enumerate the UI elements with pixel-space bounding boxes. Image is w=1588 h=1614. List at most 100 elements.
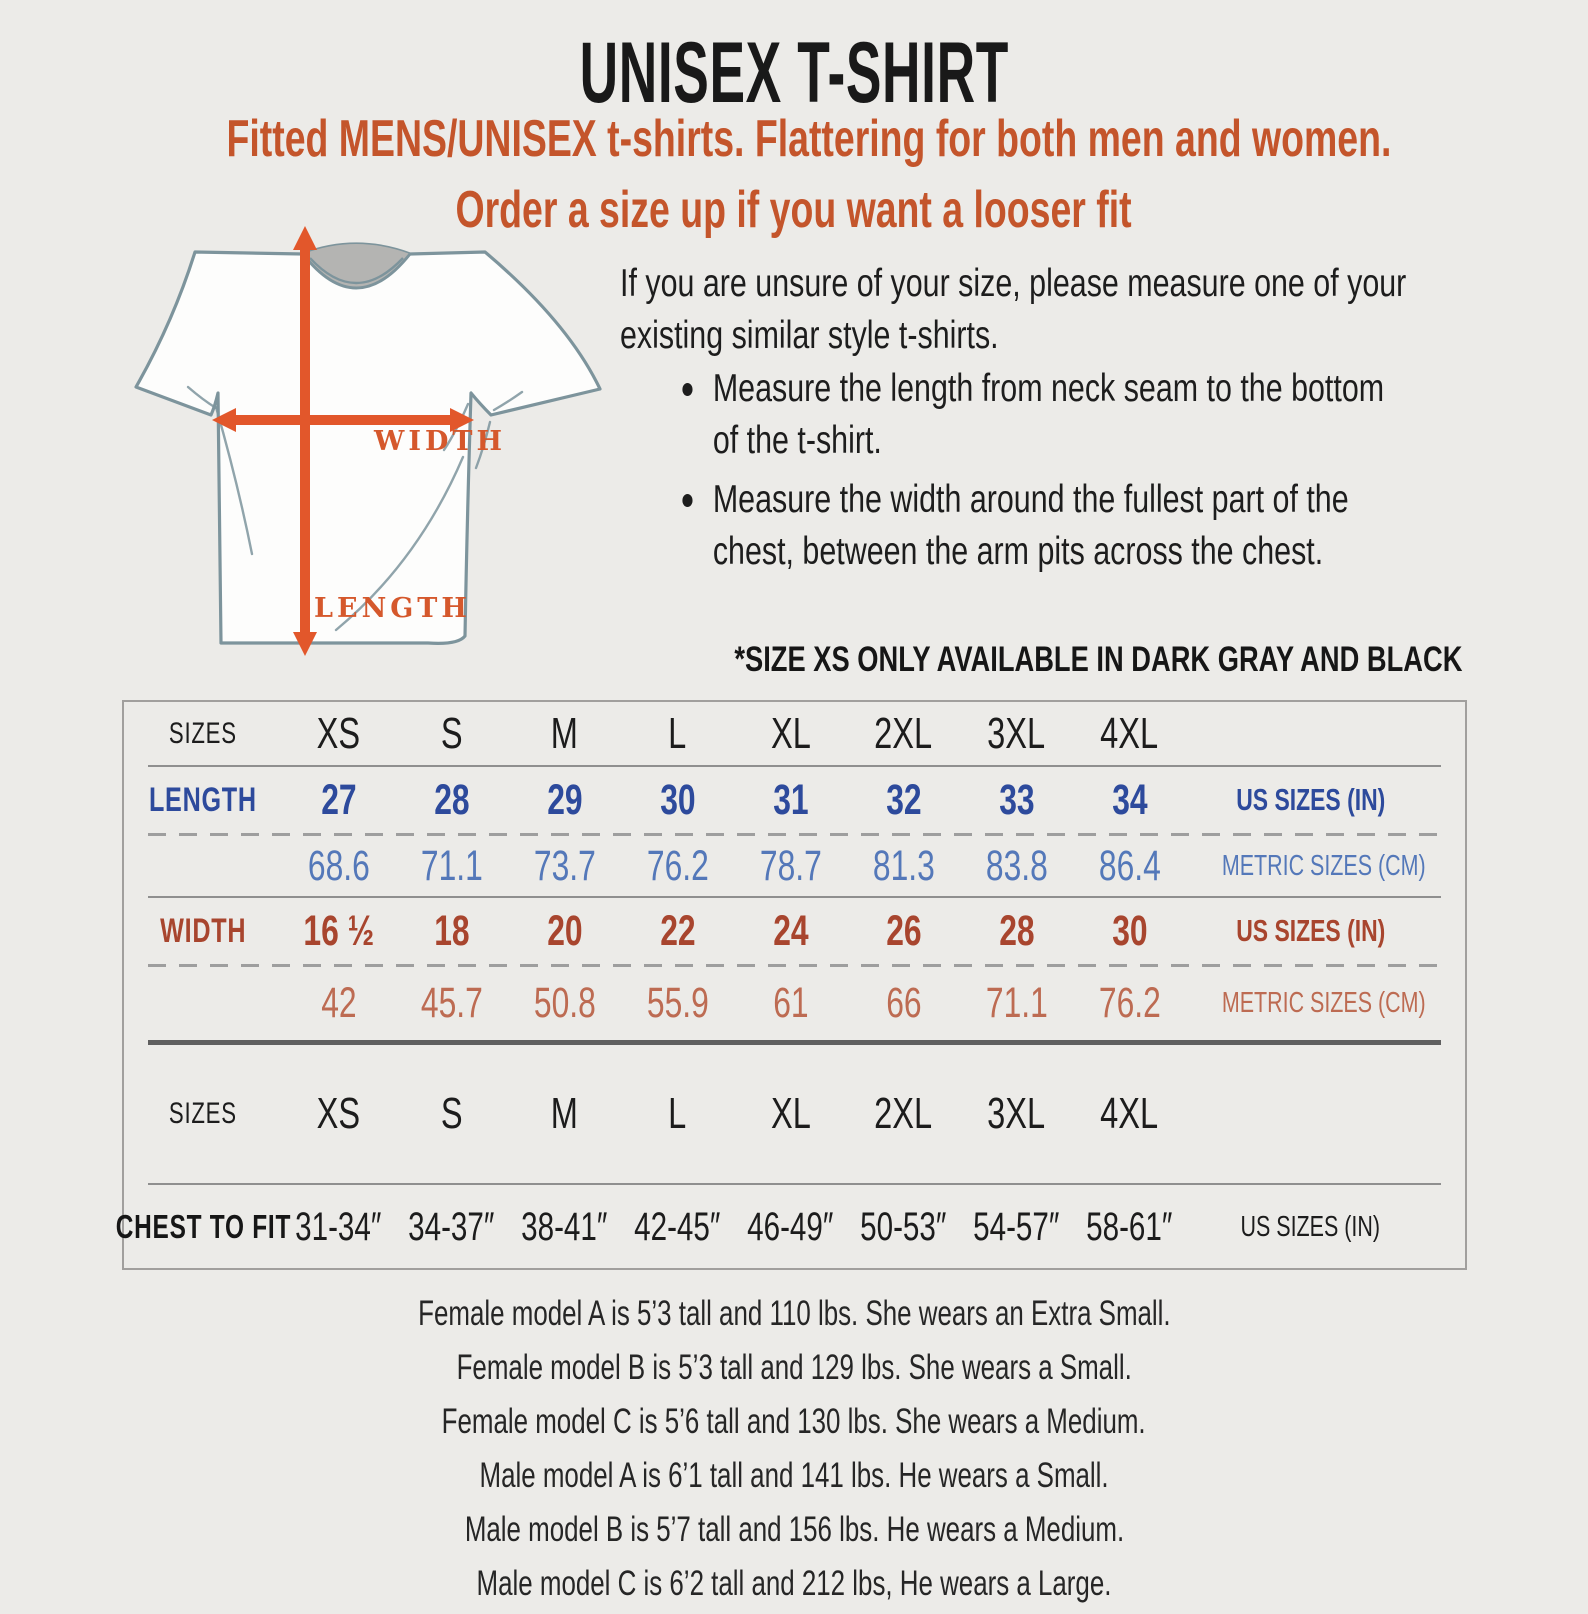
table-cell: L bbox=[668, 708, 687, 758]
model-line: Female model B is 5’3 tall and 129 lbs. … bbox=[0, 1344, 1588, 1398]
model-line: Male model B is 5’7 tall and 156 lbs. He… bbox=[0, 1506, 1588, 1560]
table-cell: 81.3 bbox=[872, 841, 935, 890]
table-cell: S bbox=[440, 1089, 463, 1138]
page-title: UNISEX T-SHIRT bbox=[0, 24, 1588, 123]
table-cell: 76.2 bbox=[646, 841, 709, 890]
size-header-row: SIZES XS S M L XL 2XL 3XL 4XL bbox=[124, 702, 1465, 765]
width-arrow-head-left bbox=[212, 408, 236, 432]
table-cell: L bbox=[668, 1089, 687, 1138]
model-line-text: Male model A is 6’1 tall and 141 lbs. He… bbox=[479, 1456, 1109, 1495]
table-cell: 22 bbox=[659, 906, 696, 955]
collar-inner-band bbox=[309, 257, 404, 285]
model-line-text: Male model B is 5’7 tall and 156 lbs. He… bbox=[464, 1510, 1124, 1549]
table-cell: 76.2 bbox=[1098, 979, 1161, 1027]
table-cell: 28 bbox=[998, 906, 1035, 955]
table-cell: 58-61″ bbox=[1086, 1204, 1173, 1249]
size-chart-table: SIZES XS S M L XL 2XL 3XL 4XL LENGTH 27 … bbox=[115, 700, 1467, 1270]
unit-label: METRIC SIZES (CM) bbox=[1221, 849, 1426, 882]
table-cell: 54-57″ bbox=[973, 1204, 1060, 1249]
table-cell: 31 bbox=[772, 775, 809, 824]
chest-to-fit-label: CHEST TO FIT bbox=[115, 1208, 291, 1245]
table-cell: 66 bbox=[885, 979, 922, 1027]
page-subtitle: Fitted MENS/UNISEX t-shirts. Flattering … bbox=[0, 110, 1588, 252]
dashed-row-divider bbox=[148, 964, 1441, 967]
fabric-crease bbox=[474, 420, 492, 470]
table-cell: 46-49″ bbox=[747, 1204, 834, 1249]
measurement-instructions-list: Measure the length from neck seam to the… bbox=[620, 363, 1540, 578]
table-cell: 33 bbox=[998, 775, 1035, 824]
table-cell: 24 bbox=[772, 906, 809, 955]
instructions-intro-line: existing similar style t-shirts. bbox=[620, 314, 999, 357]
table-cell: 4XL bbox=[1100, 1089, 1159, 1138]
table-cell: 86.4 bbox=[1098, 841, 1161, 890]
table-cell: XL bbox=[770, 1089, 811, 1138]
model-line-text: Female model B is 5’3 tall and 129 lbs. … bbox=[456, 1348, 1132, 1387]
instruction-line: chest, between the arm pits across the c… bbox=[712, 530, 1324, 573]
sizes-row-label: SIZES bbox=[169, 1097, 237, 1130]
table-cell: 27 bbox=[320, 775, 357, 824]
table-cell: 61 bbox=[772, 979, 809, 1027]
tshirt-illustration: WIDTH LENGTH bbox=[134, 226, 602, 656]
table-cell: 30 bbox=[659, 775, 696, 824]
collar-fill bbox=[303, 244, 410, 288]
model-line: Male model A is 6’1 tall and 141 lbs. He… bbox=[0, 1452, 1588, 1506]
xs-availability-note: *SIZE XS ONLY AVAILABLE IN DARK GRAY AND… bbox=[529, 640, 1462, 680]
table-cell: 71.1 bbox=[420, 841, 483, 890]
sizing-instructions: If you are unsure of your size, please m… bbox=[620, 258, 1540, 585]
fabric-crease bbox=[186, 385, 218, 410]
fabric-crease bbox=[334, 455, 465, 632]
table-cell: M bbox=[550, 708, 579, 758]
length-cm-row: 68.6 71.1 73.7 76.2 78.7 81.3 83.8 86.4 … bbox=[124, 836, 1465, 896]
table-cell: 55.9 bbox=[646, 979, 709, 1027]
table-cell: 34-37″ bbox=[408, 1204, 495, 1249]
table-cell: 2XL bbox=[874, 708, 933, 758]
bullet-icon bbox=[682, 494, 693, 507]
instruction-line: of the t-shirt. bbox=[712, 419, 882, 462]
table-cell: 31-34″ bbox=[295, 1204, 382, 1249]
row-divider bbox=[148, 765, 1441, 767]
unit-label: US SIZES (IN) bbox=[1235, 913, 1386, 948]
width-cm-row: 42 45.7 50.8 55.9 61 66 71.1 76.2 METRIC… bbox=[124, 967, 1465, 1040]
unit-label: METRIC SIZES (CM) bbox=[1221, 987, 1426, 1019]
table-cell: S bbox=[440, 708, 463, 758]
table-cell: 3XL bbox=[987, 1089, 1046, 1138]
table-cell: M bbox=[550, 1089, 579, 1138]
table-cell: XL bbox=[770, 708, 811, 758]
table-cell: 45.7 bbox=[420, 979, 483, 1027]
sizes-row-label: SIZES bbox=[169, 716, 237, 750]
instruction-line: Measure the length from neck seam to the… bbox=[712, 367, 1385, 410]
tshirt-measurement-diagram: WIDTH LENGTH bbox=[118, 222, 623, 657]
model-line-text: Female model C is 5’6 tall and 130 lbs. … bbox=[442, 1402, 1146, 1441]
table-cell: 42-45″ bbox=[634, 1204, 721, 1249]
length-arrow-head-bottom bbox=[293, 632, 317, 656]
table-cell: 20 bbox=[546, 906, 583, 955]
tshirt-outline bbox=[134, 242, 602, 645]
length-arrow-head-top bbox=[293, 226, 317, 250]
width-row-label: WIDTH bbox=[159, 911, 247, 950]
table-cell: 3XL bbox=[987, 708, 1046, 758]
table-cell: 2XL bbox=[874, 1089, 933, 1138]
width-arrow-head-right bbox=[450, 408, 474, 432]
table-cell: 42 bbox=[320, 979, 357, 1027]
list-item: Measure the length from neck seam to the… bbox=[620, 363, 1540, 467]
collar-front-rim bbox=[301, 253, 412, 290]
table-cell: XS bbox=[316, 1089, 361, 1138]
width-label: WIDTH bbox=[373, 426, 506, 457]
table-cell: 50-53″ bbox=[860, 1204, 947, 1249]
fabric-crease bbox=[214, 405, 254, 556]
subtitle-line: Fitted MENS/UNISEX t-shirts. Flattering … bbox=[226, 110, 1392, 168]
row-divider bbox=[148, 896, 1441, 898]
bullet-icon bbox=[682, 383, 693, 396]
model-line-text: Male model C is 6’2 tall and 212 lbs, He… bbox=[476, 1564, 1112, 1603]
model-line: Male model C is 6’2 tall and 212 lbs, He… bbox=[0, 1560, 1588, 1614]
width-inches-row: WIDTH 16 ½ 18 20 22 24 26 28 30 US SIZES… bbox=[124, 898, 1465, 964]
list-item: Measure the width around the fullest par… bbox=[620, 474, 1540, 578]
table-cell: 73.7 bbox=[533, 841, 596, 890]
model-line: Female model C is 5’6 tall and 130 lbs. … bbox=[0, 1398, 1588, 1452]
table-cell: 38-41″ bbox=[521, 1204, 608, 1249]
fabric-crease bbox=[492, 390, 524, 412]
model-line-text: Female model A is 5’3 tall and 110 lbs. … bbox=[417, 1294, 1171, 1333]
table-cell: 30 bbox=[1111, 906, 1148, 955]
table-cell: 71.1 bbox=[985, 979, 1048, 1027]
